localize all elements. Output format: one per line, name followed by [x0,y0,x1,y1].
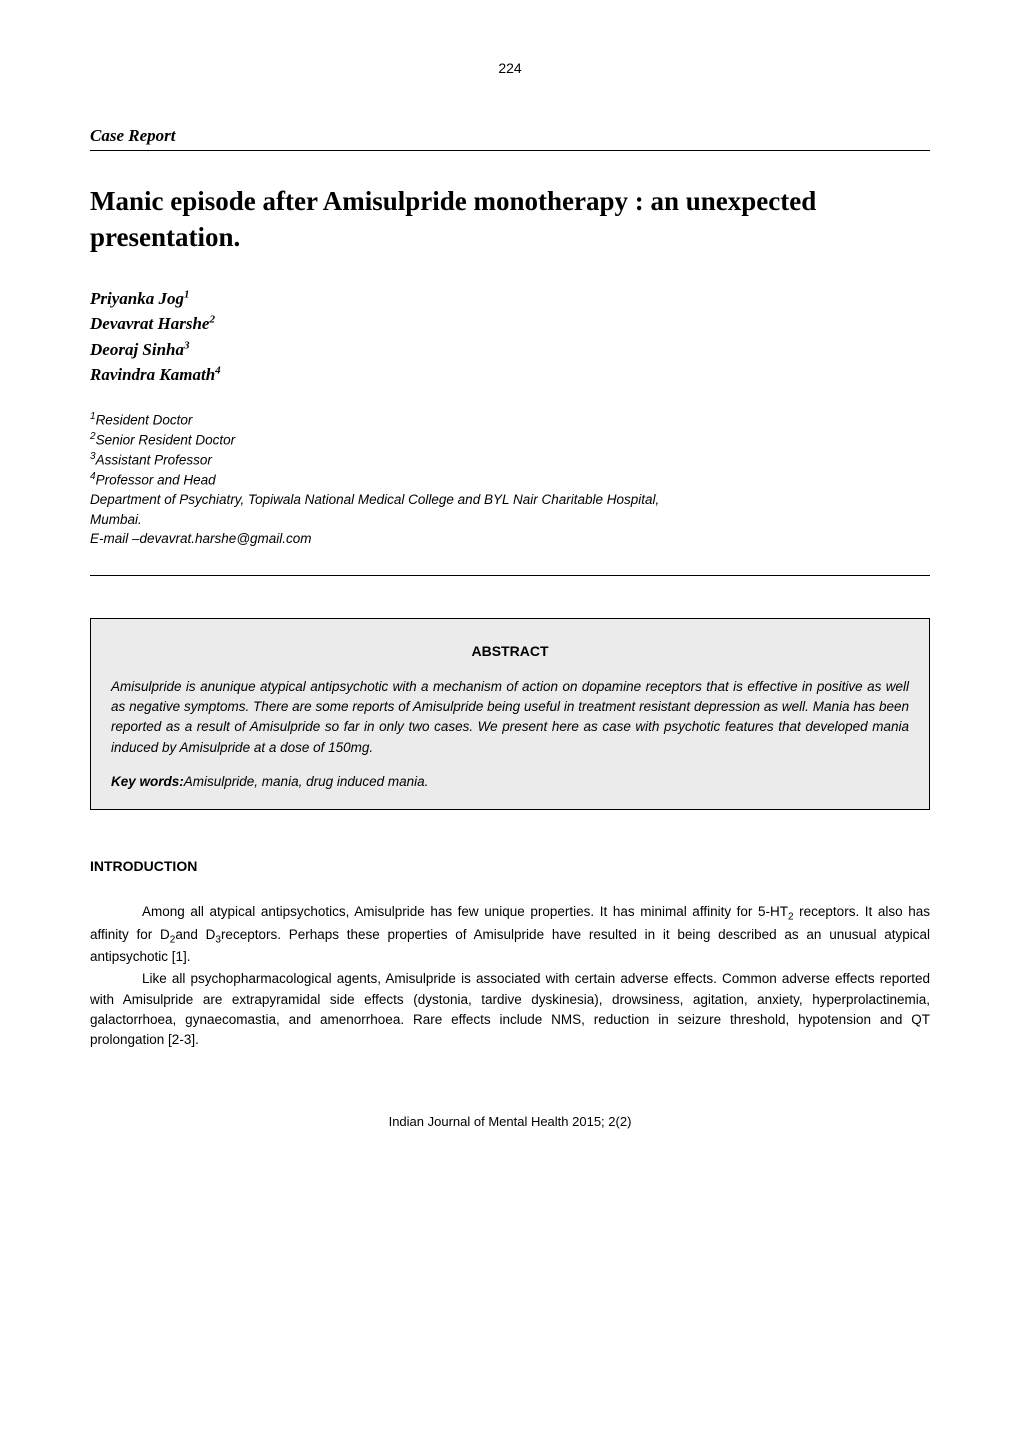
author-sup: 1 [184,288,190,300]
body-text: receptors. Perhaps these properties of A… [90,927,930,965]
horizontal-rule [90,575,930,576]
authors-block: Priyanka Jog1 Devavrat Harshe2 Deoraj Si… [90,286,930,388]
journal-footer: Indian Journal of Mental Health 2015; 2(… [90,1114,930,1129]
email-line: E-mail –devavrat.harshe@gmail.com [90,529,930,549]
body-text: Among all atypical antipsychotics, Amisu… [142,904,788,919]
abstract-heading: ABSTRACT [111,643,909,659]
affiliations-block: 1Resident Doctor 2Senior Resident Doctor… [90,410,930,549]
affiliation-line: 1Resident Doctor [90,410,930,430]
author-line: Ravindra Kamath4 [90,362,930,388]
abstract-text: Amisulpride is anunique atypical antipsy… [111,677,909,758]
article-title: Manic episode after Amisulpride monother… [90,183,930,256]
body-text: and D [175,927,215,942]
author-sup: 3 [184,339,190,351]
section-label: Case Report [90,126,930,151]
introduction-heading: INTRODUCTION [90,858,930,874]
author-line: Deoraj Sinha3 [90,337,930,363]
page-number: 224 [90,60,930,76]
abstract-box: ABSTRACT Amisulpride is anunique atypica… [90,618,930,810]
affiliation-text: Assistant Professor [96,453,212,468]
affiliation-line: 2Senior Resident Doctor [90,430,930,450]
keywords-text: Amisulpride, mania, drug induced mania. [184,774,429,789]
author-name: Ravindra Kamath [90,365,215,384]
author-line: Devavrat Harshe2 [90,311,930,337]
affiliation-text: Resident Doctor [96,412,193,427]
affiliation-text: Professor and Head [96,473,216,488]
author-line: Priyanka Jog1 [90,286,930,312]
body-paragraph: Among all atypical antipsychotics, Amisu… [90,902,930,968]
affiliation-line: 4Professor and Head [90,470,930,490]
author-name: Devavrat Harshe [90,314,209,333]
department-line: Mumbai. [90,510,930,530]
author-sup: 4 [215,365,221,377]
author-sup: 2 [209,314,215,326]
body-paragraph: Like all psychopharmacological agents, A… [90,969,930,1050]
affiliation-text: Senior Resident Doctor [96,432,236,447]
author-name: Priyanka Jog [90,289,184,308]
keywords: Key words:Amisulpride, mania, drug induc… [111,774,909,789]
affiliation-line: 3Assistant Professor [90,450,930,470]
author-name: Deoraj Sinha [90,340,184,359]
department-line: Department of Psychiatry, Topiwala Natio… [90,490,930,510]
keywords-label: Key words: [111,774,184,789]
